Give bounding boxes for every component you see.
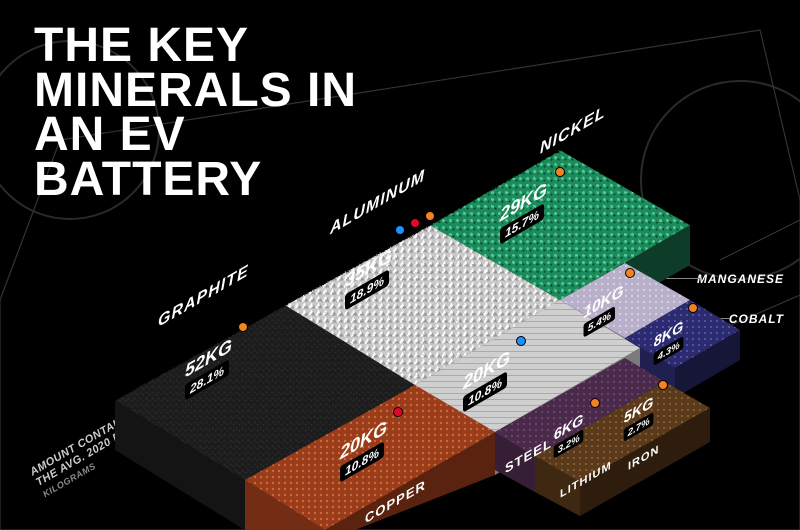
- dot-orange-icon: [590, 398, 600, 408]
- dot-blue-icon: [395, 225, 405, 235]
- dot-orange-icon: [625, 268, 635, 278]
- iso-stage: [0, 0, 800, 530]
- dot-red-icon: [393, 407, 403, 417]
- dot-orange-icon: [238, 322, 248, 332]
- dot-orange-icon: [555, 167, 565, 177]
- dot-orange-icon: [688, 303, 698, 313]
- dot-blue-icon: [516, 336, 526, 346]
- dot-orange-icon: [425, 211, 435, 221]
- dot-red-icon: [410, 218, 420, 228]
- dot-orange-icon: [658, 380, 668, 390]
